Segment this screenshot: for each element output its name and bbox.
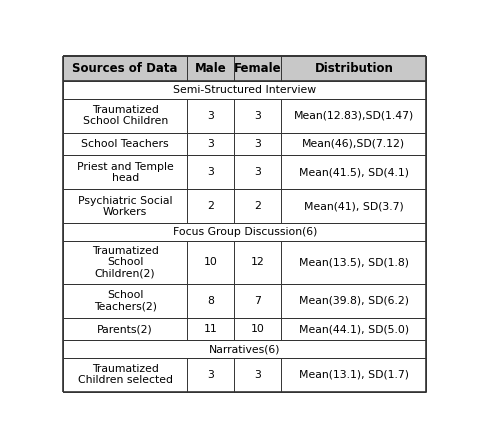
Text: 8: 8 [207, 296, 214, 306]
Bar [64, 189, 426, 223]
Text: Female: Female [234, 62, 282, 76]
Text: 3: 3 [207, 139, 214, 149]
Bar [64, 57, 187, 81]
Text: Distribution: Distribution [315, 62, 393, 76]
Text: Mean(13.5), SD(1.8): Mean(13.5), SD(1.8) [299, 257, 409, 267]
Text: 3: 3 [254, 168, 261, 177]
Text: 12: 12 [251, 257, 264, 267]
Text: 3: 3 [254, 370, 261, 380]
Text: 3: 3 [207, 110, 214, 121]
Text: Mean(12.83),SD(1.47): Mean(12.83),SD(1.47) [294, 110, 414, 121]
Bar [281, 57, 426, 81]
Text: 3: 3 [207, 370, 214, 380]
Text: 7: 7 [254, 296, 261, 306]
Bar [64, 284, 426, 318]
Text: Mean(39.8), SD(6.2): Mean(39.8), SD(6.2) [299, 296, 409, 306]
Text: School
Teachers(2): School Teachers(2) [94, 290, 157, 312]
Bar [234, 57, 281, 81]
Text: Semi-Structured Interview: Semi-Structured Interview [174, 85, 316, 95]
Bar [64, 99, 426, 133]
Text: Parents(2): Parents(2) [98, 324, 153, 334]
Text: 3: 3 [254, 139, 261, 149]
Text: Priest and Temple
head: Priest and Temple head [77, 161, 174, 183]
Text: Male: Male [195, 62, 227, 76]
Bar [187, 57, 234, 81]
Text: Mean(44.1), SD(5.0): Mean(44.1), SD(5.0) [299, 324, 409, 334]
Text: Narratives(6): Narratives(6) [209, 344, 281, 354]
Bar [64, 240, 426, 284]
Bar [64, 318, 426, 340]
Bar [64, 223, 426, 240]
Bar [64, 81, 426, 99]
Text: 11: 11 [204, 324, 217, 334]
Text: Traumatized
Children selected: Traumatized Children selected [77, 364, 173, 385]
Bar [64, 155, 426, 189]
Text: School Teachers: School Teachers [81, 139, 169, 149]
Text: Mean(41.5), SD(4.1): Mean(41.5), SD(4.1) [299, 168, 409, 177]
Bar [64, 358, 426, 392]
Text: 3: 3 [254, 110, 261, 121]
Text: 3: 3 [207, 168, 214, 177]
Text: Mean(41), SD(3.7): Mean(41), SD(3.7) [304, 202, 404, 211]
Text: 10: 10 [251, 324, 265, 334]
Text: Traumatized
School Children: Traumatized School Children [83, 105, 168, 126]
Text: Focus Group Discussion(6): Focus Group Discussion(6) [173, 227, 317, 237]
Text: Traumatized
School
Children(2): Traumatized School Children(2) [92, 246, 159, 279]
Text: 2: 2 [207, 202, 214, 211]
Bar [64, 340, 426, 358]
Text: Sources of Data: Sources of Data [73, 62, 178, 76]
Text: Psychiatric Social
Workers: Psychiatric Social Workers [78, 195, 173, 217]
Text: Mean(13.1), SD(1.7): Mean(13.1), SD(1.7) [299, 370, 409, 380]
Text: 2: 2 [254, 202, 261, 211]
Text: 10: 10 [204, 257, 217, 267]
Text: Mean(46),SD(7.12): Mean(46),SD(7.12) [302, 139, 405, 149]
Bar [64, 133, 426, 155]
